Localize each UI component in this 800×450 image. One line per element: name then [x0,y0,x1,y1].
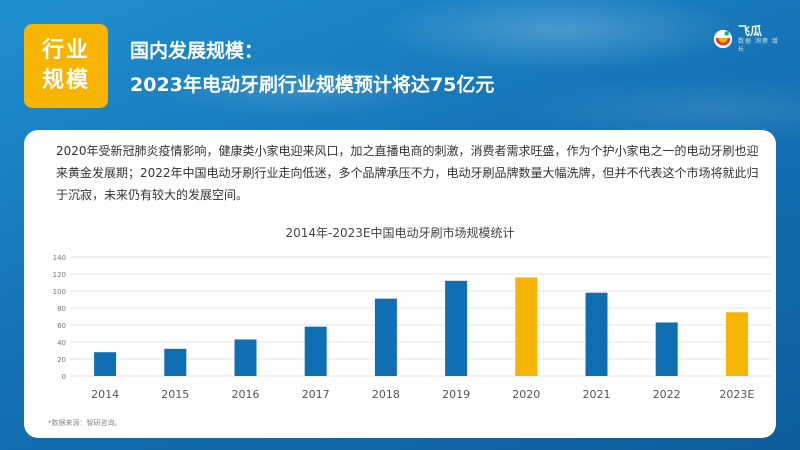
x-tick-label: 2018 [372,388,400,401]
x-tick-label: 2020 [512,388,540,401]
data-source-note: *数据来源：智研咨询。 [48,419,122,427]
logo-name: 飞瓜 [738,24,763,38]
page-title: 国内发展规模： 2023年电动牙刷行业规模预计将达75亿元 [130,34,494,102]
y-tick-label: 80 [57,305,66,313]
x-tick-label: 2023E [719,388,754,401]
page-title-line2: 2023年电动牙刷行业规模预计将达75亿元 [130,74,495,96]
logo-subtitle: 数据 洞察 增长 [738,38,779,53]
x-tick-label: 2017 [302,388,330,401]
y-tick-label: 140 [53,254,66,262]
background-wave [0,0,800,140]
intro-paragraph: 2020年受新冠肺炎疫情影响，健康类小家电迎来风口，加之直播电商的刺激，消费者需… [56,144,759,202]
x-tick-label: 2021 [583,388,611,401]
y-tick-label: 100 [53,288,66,296]
bar-2022 [655,322,678,376]
logo-icon [713,29,733,49]
bar-2023E [725,312,748,376]
y-tick-label: 60 [57,322,66,330]
bar-chart: 0 20 40 60 80 100 120 140 2014 2015 2016 2017 2018 20… [53,254,772,401]
x-tick-label: 2019 [442,388,470,401]
page-title-line1: 国内发展规模： [130,40,264,62]
bar-2020 [515,277,538,376]
content-card: 2020年受新冠肺炎疫情影响，健康类小家电迎来风口，加之直播电商的刺激，消费者需… [24,130,776,438]
x-tick-label: 2015 [161,388,189,401]
bar-2019 [445,280,468,376]
bar-2015 [164,348,187,376]
bar-2017 [304,326,327,376]
bar-2018 [374,298,397,376]
bar-2016 [234,339,257,376]
y-tick-label: 0 [62,373,66,381]
x-tick-label: 2022 [653,388,681,401]
chart-title: 2014年-2023E中国电动牙刷市场规模统计 [285,226,515,240]
x-tick-label: 2014 [91,388,119,401]
y-tick-label: 120 [53,271,66,279]
y-tick-label: 40 [57,339,66,347]
x-tick-label: 2016 [232,388,260,401]
section-tag-line2: 规模 [41,68,90,93]
y-tick-label: 20 [57,356,66,364]
section-tag-line1: 行业 [41,38,90,63]
bar-2021 [585,292,608,376]
bar-2014 [94,352,117,376]
section-tag: 行业 规模 [24,24,108,108]
brand-logo: 飞瓜 数据 洞察 增长 [712,24,782,54]
